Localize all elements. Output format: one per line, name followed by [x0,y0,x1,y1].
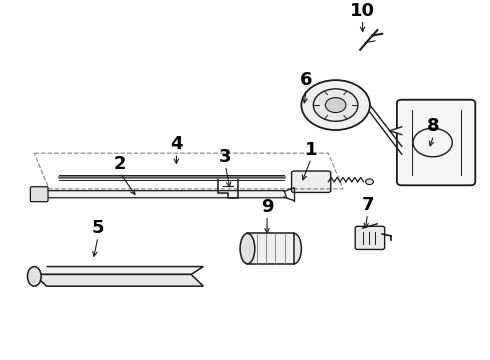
Text: 5: 5 [92,219,104,237]
Ellipse shape [287,233,301,264]
FancyBboxPatch shape [30,187,48,202]
Polygon shape [34,274,203,286]
FancyBboxPatch shape [397,100,475,185]
FancyBboxPatch shape [355,226,385,249]
Polygon shape [247,233,294,264]
Text: 1: 1 [305,141,318,159]
Text: 2: 2 [114,155,126,173]
Text: 10: 10 [350,1,375,19]
Text: 6: 6 [300,71,313,89]
Polygon shape [44,191,287,198]
Text: 3: 3 [219,148,232,166]
Circle shape [366,179,373,185]
Text: 7: 7 [361,196,374,214]
Circle shape [301,80,370,130]
Text: 9: 9 [261,198,273,216]
Polygon shape [34,267,203,274]
FancyBboxPatch shape [292,171,331,193]
Text: 8: 8 [427,117,440,135]
Circle shape [325,98,346,113]
Circle shape [413,128,452,157]
Circle shape [314,89,358,121]
Ellipse shape [240,233,255,264]
Text: 4: 4 [170,135,183,153]
Ellipse shape [27,267,41,286]
